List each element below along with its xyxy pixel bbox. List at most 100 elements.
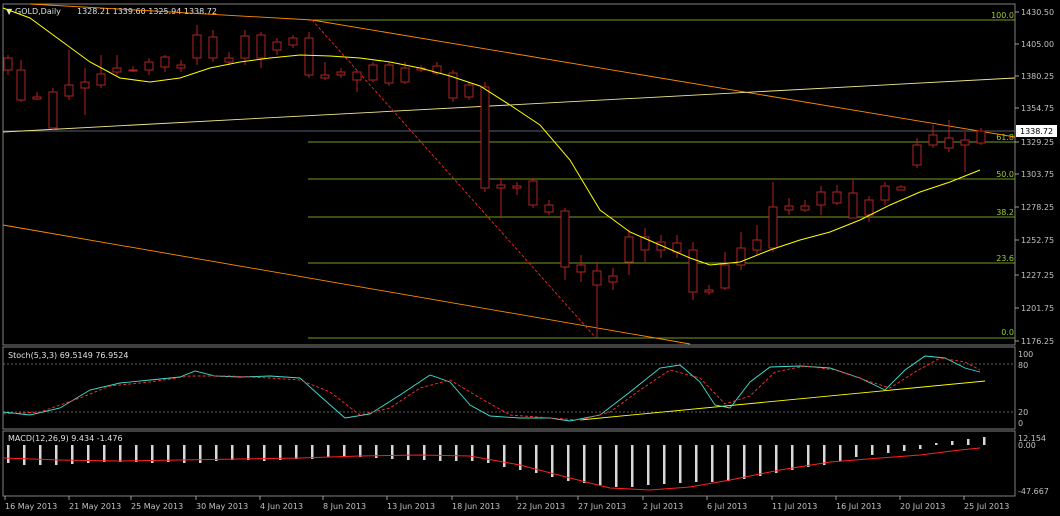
candle-body[interactable] — [400, 67, 410, 83]
candle-body[interactable] — [288, 37, 298, 46]
candle-body[interactable] — [80, 81, 90, 89]
current-price-box — [1016, 125, 1057, 137]
date-axis[interactable]: 16 May 2013 21 May 2013 25 May 2013 30 May … — [4, 496, 1009, 511]
candle-body[interactable] — [144, 61, 154, 71]
candle-body[interactable] — [352, 71, 362, 81]
candle-body[interactable] — [32, 96, 42, 100]
candle-body[interactable] — [160, 56, 170, 68]
macd-signal-line[interactable] — [2, 447, 981, 491]
candle-body[interactable] — [480, 86, 490, 189]
candle-body[interactable] — [624, 236, 634, 263]
candle-body[interactable] — [528, 180, 538, 206]
candle-body[interactable] — [16, 69, 26, 101]
fib-label-38.2: 38.2 — [996, 208, 1014, 217]
candle-body[interactable] — [544, 204, 554, 213]
candle-body[interactable] — [848, 192, 858, 219]
candle-body[interactable] — [464, 84, 474, 98]
date-tick-label: 8 Jun 2013 — [323, 502, 366, 511]
candle-body[interactable] — [960, 139, 970, 146]
macd-histogram[interactable] — [7, 437, 986, 487]
candle-body[interactable] — [176, 64, 186, 69]
candle-body[interactable] — [208, 36, 218, 59]
price-tick-label: 1176.25 — [1021, 337, 1054, 346]
moving-average-line[interactable] — [2, 7, 981, 266]
candle-body[interactable] — [640, 236, 650, 251]
candle-body[interactable] — [608, 275, 618, 283]
candle-body[interactable] — [64, 84, 74, 97]
price-tick-label: 1354.75 — [1021, 104, 1054, 113]
candle-body[interactable] — [832, 191, 842, 204]
macd-bar — [567, 445, 570, 481]
candle-body[interactable] — [688, 249, 698, 293]
candle-body[interactable] — [240, 35, 250, 59]
candle-body[interactable] — [656, 241, 666, 251]
candle-body[interactable] — [720, 264, 730, 289]
symbol-arrow-icon[interactable]: ▼ — [6, 7, 13, 16]
candle-body[interactable] — [864, 199, 874, 216]
fibonacci-retracement[interactable] — [308, 19, 1015, 339]
stoch-panel[interactable] — [2, 346, 1016, 430]
candle-body[interactable] — [96, 73, 106, 86]
date-tick-label: 16 Jul 2013 — [836, 502, 881, 511]
candle-body[interactable] — [112, 67, 122, 73]
candle-body[interactable] — [784, 205, 794, 211]
candle-body[interactable] — [496, 184, 506, 189]
candle-body[interactable] — [336, 71, 346, 76]
candle-body[interactable] — [976, 130, 986, 144]
candle-body[interactable] — [944, 137, 954, 149]
candle-body[interactable] — [384, 64, 394, 84]
candle-body[interactable] — [368, 64, 378, 81]
candle-body[interactable] — [576, 264, 586, 273]
candle-body[interactable] — [560, 210, 570, 268]
candle-body[interactable] — [912, 144, 922, 166]
candle-body[interactable] — [512, 185, 522, 189]
macd-bar — [823, 445, 826, 465]
candle-body[interactable] — [592, 270, 602, 286]
date-tick-label: 2 Jul 2013 — [643, 502, 683, 511]
price-panel[interactable] — [2, 3, 1016, 346]
candle-body[interactable] — [3, 57, 13, 71]
candle-body[interactable] — [928, 134, 938, 146]
candle-body[interactable] — [224, 57, 234, 63]
candle-body[interactable] — [816, 191, 826, 206]
macd-label: MACD(12,26,9) 9.434 -1.476 — [8, 434, 123, 443]
trendline-orange-top[interactable] — [29, 3, 313, 21]
macd-bar — [695, 445, 698, 482]
stoch-main-line[interactable] — [2, 355, 981, 422]
macd-bar — [407, 445, 410, 460]
macd-bar — [535, 445, 538, 473]
trendline-orange-upper[interactable] — [311, 19, 1016, 138]
price-tick-label: 1380.25 — [1021, 72, 1054, 81]
candle-body[interactable] — [128, 69, 138, 72]
candle-body[interactable] — [752, 239, 762, 251]
macd-bar — [887, 445, 890, 453]
price-axis[interactable]: 1430.50 1405.00 1380.25 1354.75 1329.25 1303.… — [1015, 8, 1054, 346]
date-tick-label: 6 Jul 2013 — [707, 502, 747, 511]
candle-body[interactable] — [768, 206, 778, 249]
candle-body[interactable] — [272, 41, 282, 51]
candle-body[interactable] — [880, 185, 890, 201]
candle-body[interactable] — [896, 186, 906, 191]
candle-body[interactable] — [448, 72, 458, 99]
candle-body[interactable] — [256, 34, 266, 59]
date-tick-label: 27 Jun 2013 — [578, 502, 626, 511]
trendline-yellow[interactable] — [2, 77, 1016, 133]
fibonacci-labels: 100.0 61.8 50.0 38.2 23.6 0.0 — [991, 11, 1014, 337]
macd-bar — [791, 445, 794, 470]
macd-panel[interactable] — [2, 430, 1016, 497]
macd-bar — [439, 445, 442, 461]
candle-body[interactable] — [304, 37, 314, 76]
trendline-orange-lower[interactable] — [2, 224, 691, 345]
candle-body[interactable] — [192, 34, 202, 59]
candle-body[interactable] — [704, 289, 714, 293]
candle-body[interactable] — [48, 91, 58, 129]
candle-body[interactable] — [320, 74, 330, 79]
candle-body[interactable] — [736, 247, 746, 266]
date-tick-label: 30 May 2013 — [196, 502, 248, 511]
candlesticks[interactable] — [3, 25, 986, 338]
candle-body[interactable] — [800, 205, 810, 211]
stoch-trendline[interactable] — [579, 380, 986, 421]
stoch-signal-line[interactable] — [2, 357, 981, 421]
